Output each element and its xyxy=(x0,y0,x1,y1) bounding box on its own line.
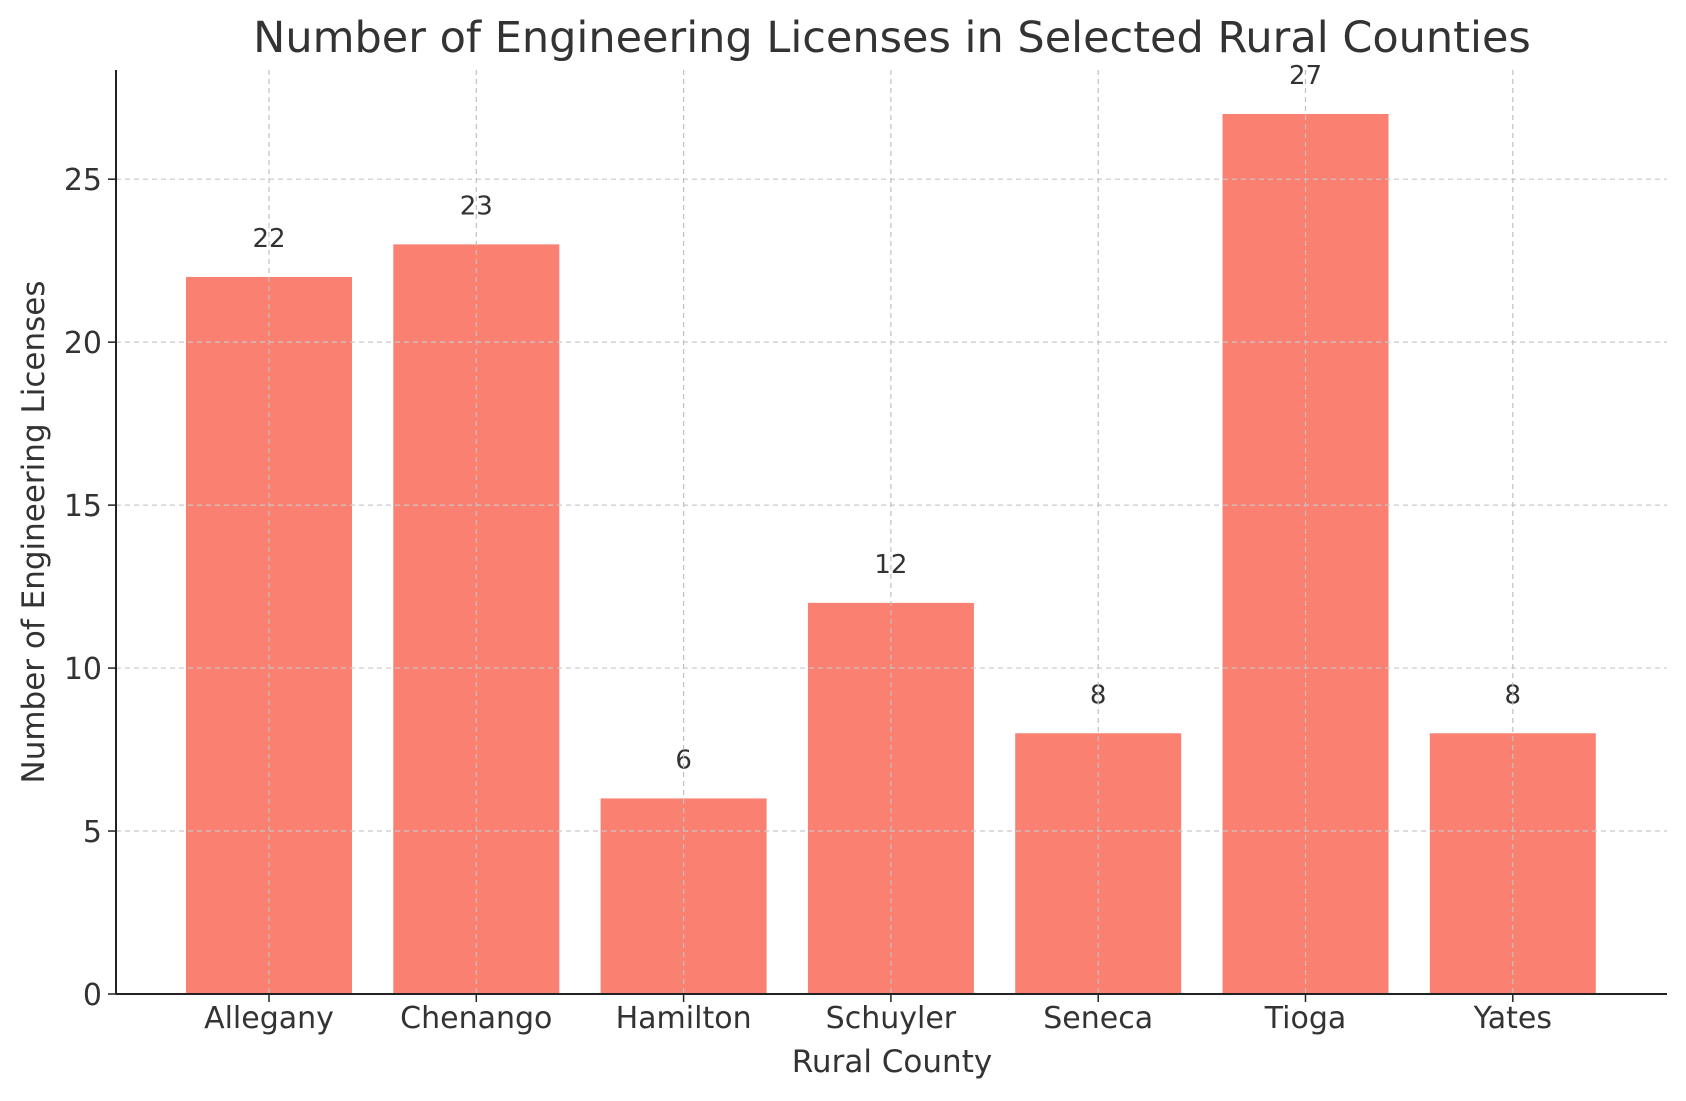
y-tick-label: 15 xyxy=(64,489,102,524)
x-tick-label: Hamilton xyxy=(616,1001,752,1036)
x-tick-label: Schuyler xyxy=(826,1001,957,1036)
x-tick-label: Yates xyxy=(1473,1001,1552,1036)
y-axis-label: Number of Engineering Licenses xyxy=(16,281,52,784)
y-tick-label: 10 xyxy=(64,652,102,687)
value-label: 27 xyxy=(1289,61,1322,91)
y-tick-label: 20 xyxy=(64,326,102,361)
y-tick-label: 25 xyxy=(64,163,102,198)
grid xyxy=(116,70,1667,994)
bar-allegany xyxy=(186,276,352,994)
axes xyxy=(108,70,1667,1002)
x-tick-label: Seneca xyxy=(1043,1001,1153,1036)
x-axis-label: Rural County xyxy=(792,1044,992,1080)
x-tick-label: Tioga xyxy=(1264,1001,1347,1036)
x-tick-label: Chenango xyxy=(400,1001,552,1036)
chart-title: Number of Engineering Licenses in Select… xyxy=(253,13,1531,63)
x-tick-label: Allegany xyxy=(204,1001,334,1036)
x-tick-labels: Allegany Chenango Hamilton Schuyler Seneca Ti… xyxy=(204,1001,1552,1036)
y-tick-label: 5 xyxy=(83,815,102,850)
y-tick-label: 0 xyxy=(83,978,102,1013)
y-tick-labels: 0 5 10 15 20 25 xyxy=(64,163,102,1013)
value-label: 6 xyxy=(675,745,692,775)
value-label: 22 xyxy=(252,224,285,254)
